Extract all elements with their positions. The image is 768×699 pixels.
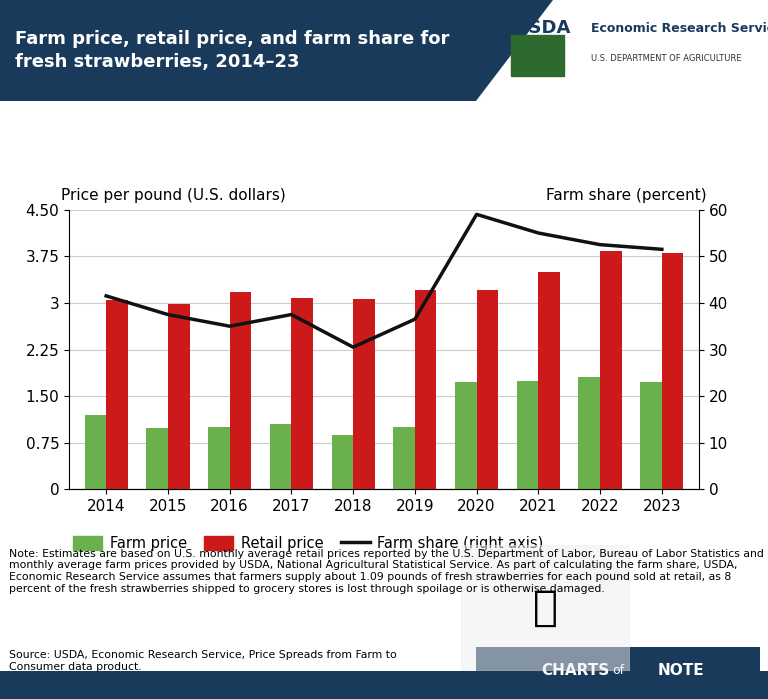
Text: Farm price, retail price, and farm share for
fresh strawberries, 2014–23: Farm price, retail price, and farm share… <box>15 30 450 71</box>
Bar <box>106 300 127 489</box>
Bar <box>146 428 168 489</box>
Polygon shape <box>476 0 768 101</box>
Text: Source: USDA, Economic Research Service, Price Spreads from Farm to
Consumer dat: Source: USDA, Economic Research Service,… <box>9 650 397 672</box>
Bar <box>270 424 291 489</box>
Bar <box>84 415 106 489</box>
Polygon shape <box>0 0 553 101</box>
Bar <box>353 298 375 489</box>
Polygon shape <box>0 671 768 699</box>
Bar <box>415 291 436 489</box>
Bar <box>641 382 662 489</box>
Bar <box>332 435 353 489</box>
Text: 🍓: 🍓 <box>533 587 558 629</box>
Polygon shape <box>511 36 564 76</box>
Polygon shape <box>476 647 760 696</box>
Text: Price per pound (U.S. dollars): Price per pound (U.S. dollars) <box>61 188 286 203</box>
Text: U.S. DEPARTMENT OF AGRICULTURE: U.S. DEPARTMENT OF AGRICULTURE <box>591 55 742 64</box>
Bar <box>517 381 538 489</box>
Text: of: of <box>612 663 624 677</box>
Bar <box>578 377 600 489</box>
Bar <box>477 291 498 489</box>
Text: NOTE: NOTE <box>657 663 704 677</box>
Polygon shape <box>461 545 630 671</box>
Bar <box>230 292 251 489</box>
Bar <box>291 298 313 489</box>
Text: USDA: USDA <box>515 20 571 37</box>
Text: Farm share (percent): Farm share (percent) <box>546 188 707 203</box>
Bar <box>393 427 415 489</box>
Bar <box>600 252 622 489</box>
Bar <box>208 427 230 489</box>
Bar <box>538 272 560 489</box>
Bar <box>455 382 477 489</box>
Text: CHARTS: CHARTS <box>541 663 610 677</box>
Legend: Farm price, Retail price, Farm share (right axis): Farm price, Retail price, Farm share (ri… <box>68 530 549 557</box>
Text: Economic Research Service: Economic Research Service <box>591 22 768 35</box>
Text: Note: Estimates are based on U.S. monthly average retail prices reported by the : Note: Estimates are based on U.S. monthl… <box>9 549 764 593</box>
Bar <box>168 304 190 489</box>
Bar <box>662 253 684 489</box>
